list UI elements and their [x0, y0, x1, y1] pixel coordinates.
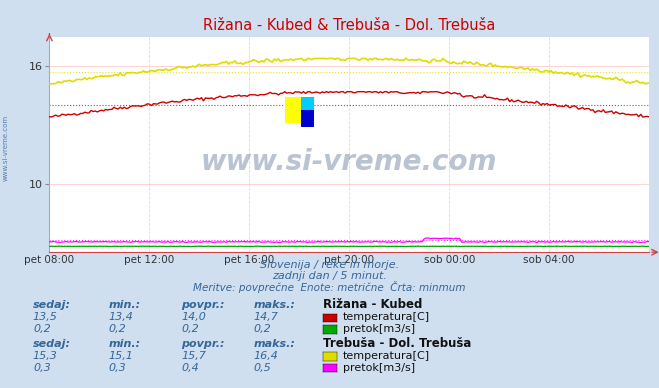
Text: 13,4: 13,4: [109, 312, 134, 322]
Text: 0,2: 0,2: [181, 324, 199, 334]
Text: 13,5: 13,5: [33, 312, 58, 322]
Text: 0,5: 0,5: [254, 362, 272, 372]
Text: sedaj:: sedaj:: [33, 300, 71, 310]
Text: pretok[m3/s]: pretok[m3/s]: [343, 324, 415, 334]
Text: sedaj:: sedaj:: [33, 339, 71, 349]
Title: Rižana - Kubed & Trebuša - Dol. Trebuša: Rižana - Kubed & Trebuša - Dol. Trebuša: [203, 18, 496, 33]
Text: Slovenija / reke in morje.: Slovenija / reke in morje.: [260, 260, 399, 270]
Text: temperatura[C]: temperatura[C]: [343, 351, 430, 361]
Bar: [301, 97, 314, 110]
Text: min.:: min.:: [109, 339, 141, 349]
Text: 0,2: 0,2: [254, 324, 272, 334]
Text: zadnji dan / 5 minut.: zadnji dan / 5 minut.: [272, 271, 387, 281]
Text: min.:: min.:: [109, 300, 141, 310]
Text: maks.:: maks.:: [254, 300, 296, 310]
Text: povpr.:: povpr.:: [181, 339, 225, 349]
Text: 15,1: 15,1: [109, 351, 134, 361]
Text: maks.:: maks.:: [254, 339, 296, 349]
Text: 0,3: 0,3: [33, 362, 51, 372]
Text: Rižana - Kubed: Rižana - Kubed: [323, 298, 422, 312]
Bar: [301, 110, 314, 127]
Text: 16,4: 16,4: [254, 351, 279, 361]
Text: 0,2: 0,2: [33, 324, 51, 334]
Text: Trebuša - Dol. Trebuša: Trebuša - Dol. Trebuša: [323, 337, 471, 350]
Text: povpr.:: povpr.:: [181, 300, 225, 310]
Text: 14,0: 14,0: [181, 312, 206, 322]
Text: 0,4: 0,4: [181, 362, 199, 372]
Text: temperatura[C]: temperatura[C]: [343, 312, 430, 322]
Text: 0,2: 0,2: [109, 324, 127, 334]
Text: pretok[m3/s]: pretok[m3/s]: [343, 362, 415, 372]
Text: www.si-vreme.com: www.si-vreme.com: [2, 114, 9, 180]
Bar: [285, 97, 302, 123]
Text: Meritve: povprečne  Enote: metrične  Črta: minmum: Meritve: povprečne Enote: metrične Črta:…: [193, 281, 466, 293]
Text: 0,3: 0,3: [109, 362, 127, 372]
Text: 14,7: 14,7: [254, 312, 279, 322]
Text: www.si-vreme.com: www.si-vreme.com: [201, 148, 498, 176]
Text: 15,3: 15,3: [33, 351, 58, 361]
Text: 15,7: 15,7: [181, 351, 206, 361]
